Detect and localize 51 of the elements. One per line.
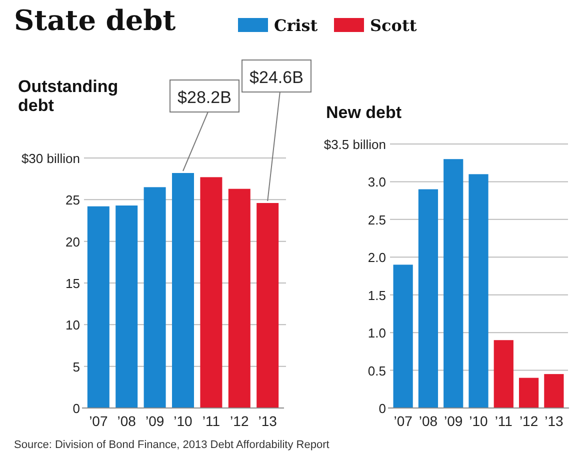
y-tick-label: 15 xyxy=(66,276,80,291)
x-tick-label: ’12 xyxy=(230,413,249,429)
legend-label: Crist xyxy=(274,16,318,35)
bar xyxy=(256,203,279,408)
x-tick-label: ’09 xyxy=(145,413,164,429)
bar xyxy=(518,378,539,408)
bar xyxy=(468,174,488,408)
legend-label: Scott xyxy=(370,16,418,35)
y-tick-label: 0 xyxy=(378,401,386,416)
bar xyxy=(87,206,110,408)
bar xyxy=(418,189,438,408)
x-tick-label: ’10 xyxy=(174,413,193,429)
bar xyxy=(393,264,413,408)
bar xyxy=(544,374,564,408)
annotation: $24.6B xyxy=(250,68,304,87)
x-tick-label: ’08 xyxy=(418,413,438,429)
y-tick-label: 0.5 xyxy=(368,363,386,378)
bar xyxy=(494,340,514,408)
bar xyxy=(444,159,464,408)
y-tick-label: 25 xyxy=(66,192,80,208)
x-tick-label: ’09 xyxy=(444,413,463,429)
bar xyxy=(172,173,194,408)
y-tick-label: $3.5 billion xyxy=(324,137,386,152)
annotation: $28.2B xyxy=(178,88,232,107)
bar xyxy=(200,177,222,408)
chart-title: State debt xyxy=(14,4,176,37)
bar xyxy=(116,206,138,408)
x-tick-label: ’13 xyxy=(258,413,278,429)
y-tick-label: 2.5 xyxy=(368,212,386,228)
y-tick-label: 5 xyxy=(72,359,80,374)
x-tick-label: ’07 xyxy=(394,413,413,429)
x-tick-label: ’11 xyxy=(494,413,513,429)
chart-title: New debt xyxy=(326,103,402,122)
y-tick-label: 20 xyxy=(66,234,80,250)
x-tick-label: ’13 xyxy=(544,413,564,429)
source-note: Source: Division of Bond Finance, 2013 Debt Affordability Report xyxy=(14,439,330,451)
x-tick-label: ’11 xyxy=(202,413,220,429)
x-tick-label: ’10 xyxy=(469,413,488,429)
bar xyxy=(144,187,166,408)
chart-subtitle: Outstanding debt xyxy=(18,77,118,115)
x-tick-label: ’12 xyxy=(519,413,538,429)
y-tick-label: 0 xyxy=(72,401,80,416)
y-tick-label: 10 xyxy=(66,318,80,333)
x-tick-label: ’07 xyxy=(89,413,108,429)
bar xyxy=(228,188,250,408)
y-tick-label: 3.0 xyxy=(368,174,386,190)
y-tick-label: 1.5 xyxy=(368,288,386,303)
y-tick-label: 1.0 xyxy=(368,326,386,341)
x-tick-label: ’08 xyxy=(117,413,136,429)
y-tick-label: $30 billion xyxy=(21,151,80,166)
y-tick-label: 2.0 xyxy=(368,250,386,266)
